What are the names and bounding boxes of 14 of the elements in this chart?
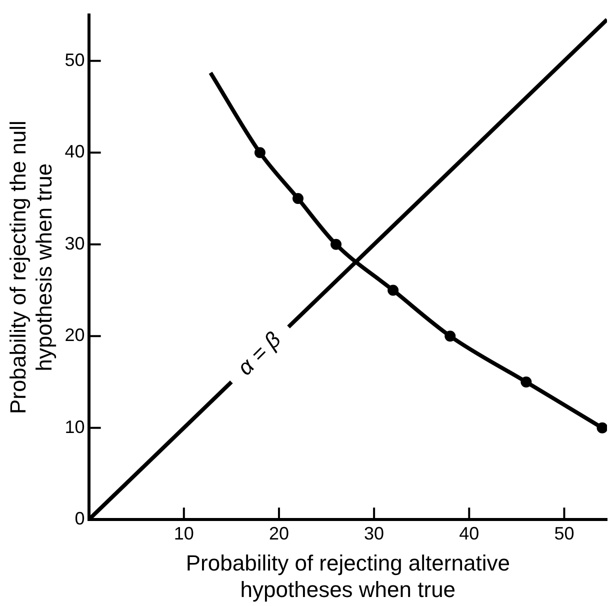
y-tick-label: 50 xyxy=(64,50,85,70)
y-tick-label: 40 xyxy=(64,142,85,162)
x-axis-title: Probability of rejecting alternative hypotheses when true xyxy=(186,550,510,602)
x-tick-label: 40 xyxy=(459,523,480,544)
x-tick-label: 20 xyxy=(268,523,289,544)
y-tick-label: 30 xyxy=(64,233,85,254)
y-axis-title: Probability of rejecting the null hypothesis when true xyxy=(5,120,57,414)
y-tick-label: 10 xyxy=(64,416,85,437)
y-tick-label: 20 xyxy=(64,325,85,346)
annotation: α = β xyxy=(232,326,286,380)
x-tick-label: 30 xyxy=(364,523,384,544)
x-tick-label: 50 xyxy=(554,523,574,544)
x-tick-label: 10 xyxy=(174,523,194,544)
y-tick-label: 0 xyxy=(74,508,85,529)
